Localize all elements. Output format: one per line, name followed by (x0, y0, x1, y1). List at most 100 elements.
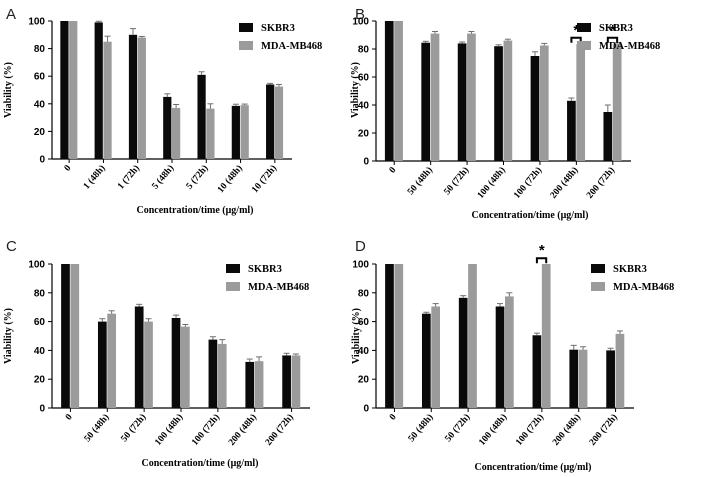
panel-c-legend-swatch (226, 264, 240, 273)
panel-a-bar-series2 (274, 86, 284, 159)
panel-b-y-tick-label: 100 (352, 17, 369, 28)
panel-d-bar-series2 (615, 333, 625, 408)
panel-a-bar-series1 (94, 22, 103, 159)
panel-d-bar-series1 (385, 264, 394, 408)
panel-d-x-axis-label: Concentration/time (μg/ml) (474, 462, 591, 473)
panel-d-x-tick-label: 100 (48h) (477, 412, 510, 448)
panel-d-bar-series2 (505, 296, 514, 408)
panel-b-y-axis-label: Viability (%) (350, 62, 361, 118)
panel-c-bar-series2 (254, 361, 264, 408)
panel-c-x-tick-label: 0 (64, 412, 75, 422)
panel-d-y-tick-label: 0 (363, 404, 369, 415)
panel-d-bar-series1 (495, 306, 505, 408)
panel-b-significance-bracket (606, 36, 619, 43)
panel-a-bar-series2 (137, 37, 146, 160)
panel-a-bar-series2 (103, 41, 112, 160)
panel-a-x-tick-label: 1 (48h) (81, 163, 108, 192)
panel-c-bar-series2 (107, 313, 116, 408)
panel-c-legend-label: MDA-MB468 (248, 282, 309, 293)
panel-b-y-tick-label: 0 (363, 157, 369, 168)
panel-a-x-tick-label: 5 (48h) (150, 163, 177, 192)
panel-a-y-tick-label: 80 (34, 44, 46, 55)
panel-d-letter: D (355, 238, 366, 255)
panel-b-x-tick-label: 50 (72h) (442, 165, 472, 197)
panel-a-x-axis-label: Concentration/time (μg/ml) (136, 205, 253, 216)
panel-b-significance-bracket (570, 36, 582, 43)
panel-b-bar-series2 (430, 33, 440, 161)
panel-b-x-tick-label: 200 (72h) (584, 165, 617, 201)
panel-c-bar-series1 (208, 339, 218, 408)
panel-c-letter: C (6, 238, 17, 255)
panel-b-bar-series1 (567, 100, 576, 161)
panel-d-bar-series2 (468, 264, 477, 408)
panel-b-legend-swatch (577, 41, 591, 50)
panel-c-bar-series1 (134, 306, 144, 408)
panel-a-bar-series1 (163, 96, 172, 159)
panel-c-legend-label: SKBR3 (248, 264, 282, 275)
panel-a-x-tick-label: 10 (48h) (215, 163, 245, 195)
panel-c-y-tick-label: 0 (39, 404, 45, 415)
panel-c-bar-series1 (61, 264, 70, 408)
panel-b-y-tick-label: 80 (358, 45, 370, 56)
panel-c-y-axis-label: Viability (%) (3, 308, 14, 364)
panel-c-y-tick-label: 40 (34, 346, 46, 357)
panel-b-bar-series2 (612, 44, 622, 161)
panel-b-x-tick-label: 50 (48h) (405, 165, 435, 197)
panel-d-bar-series2 (541, 264, 551, 408)
panel-c-x-tick-label: 200 (48h) (226, 412, 259, 448)
panel-b-x-tick-label: 0 (388, 165, 399, 175)
panel-d-y-tick-label: 40 (358, 346, 370, 357)
panel-a-legend-label: SKBR3 (261, 23, 295, 34)
panel-a-x-tick-label: 0 (63, 163, 74, 173)
panel-b-bar-series2 (503, 40, 513, 161)
panel-d-significance-bracket (535, 257, 548, 264)
panel-a-x-tick-label: 5 (72h) (184, 163, 211, 192)
panel-b-bar-series1 (494, 46, 503, 162)
panel-c-x-tick-label: 100 (72h) (189, 412, 222, 448)
panel-b-x-tick-label: 100 (48h) (475, 165, 508, 201)
panel-d-x-tick-label: 0 (388, 412, 399, 422)
panel-a-bar-series2 (206, 108, 215, 159)
panel-b-y-tick-label: 60 (358, 73, 370, 84)
panel-d-x-tick-label: 200 (48h) (550, 412, 583, 448)
panel-b-y-tick-label: 20 (358, 129, 370, 140)
panel-a-y-tick-label: 0 (39, 155, 45, 166)
panel-b-bar-series2 (576, 44, 586, 161)
panel-d-bar-series1 (569, 349, 579, 408)
panel-d-x-tick-label: 50 (48h) (406, 412, 436, 444)
panel-b-bar-series1 (530, 56, 540, 161)
panel-d-y-axis-label: Viability (%) (351, 308, 362, 364)
panel-d-bar-series1 (458, 297, 468, 408)
panel-c-y-tick-label: 60 (34, 317, 46, 328)
panel-d-bar-series2 (431, 306, 440, 408)
panel-d-y-tick-label: 60 (358, 317, 370, 328)
panel-c-bar-series1 (245, 361, 255, 408)
panel-c-x-tick-label: 200 (72h) (263, 412, 296, 448)
panel-b-significance-star: * (573, 22, 579, 39)
panel-c-bar-series2 (291, 355, 301, 408)
panel-a-letter: A (6, 6, 16, 23)
panel-d-significance-star: * (539, 242, 545, 259)
panel-a-y-tick-label: 60 (34, 72, 46, 83)
panel-a-bar-series1 (197, 74, 206, 159)
panel-d-legend-label: MDA-MB468 (613, 282, 674, 293)
panel-d-bar-series1 (606, 350, 615, 408)
panel-b-x-axis-label: Concentration/time (μg/ml) (471, 210, 588, 221)
panel-d-bar-series2 (394, 264, 404, 408)
panel-c-bar-series2 (70, 264, 80, 408)
panel-c-legend-swatch (226, 282, 240, 291)
panel-b-bar-series1 (384, 21, 394, 161)
panel-d-bar-series1 (421, 313, 431, 408)
panel-b-legend-swatch (577, 23, 591, 32)
panel-b-x-tick-label: 100 (72h) (512, 165, 545, 201)
panel-d-bar-series2 (578, 349, 588, 408)
panel-d-y-tick-label: 20 (358, 375, 370, 386)
panel-b-bar-series1 (457, 43, 467, 161)
panel-a-y-tick-label: 40 (34, 99, 46, 110)
panel-c-y-tick-label: 80 (34, 288, 46, 299)
panel-b-bar-series2 (394, 21, 403, 161)
panel-a-bar-series1 (231, 105, 240, 159)
panel-d-legend-swatch (591, 282, 605, 291)
panel-c-y-tick-label: 20 (34, 375, 46, 386)
